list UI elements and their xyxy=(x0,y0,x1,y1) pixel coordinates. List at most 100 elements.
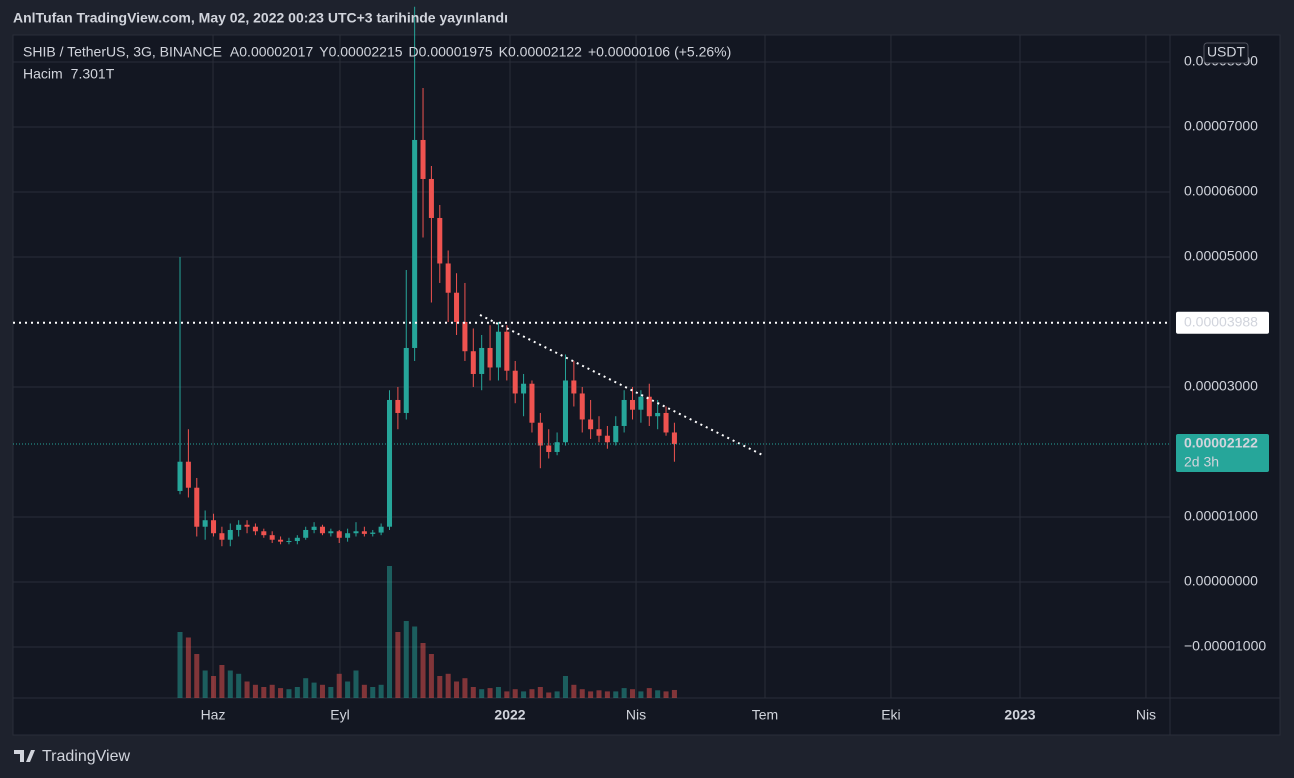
caption: AnlTufan TradingView.com, May 02, 2022 0… xyxy=(13,10,508,26)
hline-label-box xyxy=(1176,311,1269,334)
symbol: SHIB / TetherUS, 3G, BINANCE xyxy=(23,44,222,60)
volume-bar xyxy=(353,670,359,698)
candle-body xyxy=(412,139,418,348)
volume-bar xyxy=(462,678,468,698)
ohlc-value: 0.00002215 xyxy=(329,44,403,60)
x-tick-label: Eki xyxy=(881,707,900,723)
volume-bar xyxy=(361,684,367,698)
candle-body xyxy=(462,321,468,352)
volume-bar xyxy=(328,687,334,698)
candle-body xyxy=(445,263,451,293)
candle-body xyxy=(236,524,242,530)
candle-body xyxy=(185,461,191,488)
y-tick-label: 0.00000000 xyxy=(1184,573,1258,589)
y-tick-label: 0.00003000 xyxy=(1184,378,1258,394)
volume-bar xyxy=(211,676,217,698)
candle-body xyxy=(546,445,552,452)
volume-bar xyxy=(663,691,669,698)
y-tick-label: 0.00006000 xyxy=(1184,183,1258,199)
volume-bar xyxy=(386,566,393,698)
candle-body xyxy=(529,383,535,423)
volume-bar xyxy=(437,676,443,698)
candle-body xyxy=(244,524,250,527)
volume-bar xyxy=(529,689,535,698)
candle-body xyxy=(261,531,267,536)
candle-body xyxy=(345,533,351,538)
volume-bar xyxy=(294,687,300,698)
candle-body xyxy=(202,520,208,527)
candle-body xyxy=(571,380,577,394)
volume-bar xyxy=(420,643,426,698)
candle-body xyxy=(512,370,518,394)
volume-bar xyxy=(588,691,594,698)
candle-body xyxy=(604,435,610,443)
volume-bar xyxy=(638,691,644,698)
volume-bar xyxy=(571,684,577,698)
chart-panel xyxy=(12,34,1281,736)
candle-body xyxy=(521,383,527,394)
candle-body xyxy=(194,487,200,527)
volume-bar xyxy=(185,637,191,698)
candle-body xyxy=(395,399,401,413)
candle-body xyxy=(420,139,426,179)
candle-body xyxy=(311,526,317,530)
ohlc-value: 0.00001975 xyxy=(419,44,493,60)
candle-body xyxy=(278,539,284,542)
x-tick-label: 2022 xyxy=(494,707,525,723)
volume-bar xyxy=(278,688,284,698)
y-tick-label: 0.00005000 xyxy=(1184,248,1258,264)
candle-body xyxy=(353,531,359,534)
volume-bar xyxy=(512,689,518,698)
candle-body xyxy=(227,529,233,540)
current-price-label: 0.00002122 xyxy=(1184,435,1258,451)
volume-bar xyxy=(428,654,434,698)
candle-body xyxy=(579,393,585,420)
candle-body xyxy=(487,347,493,368)
brand: TradingView xyxy=(42,748,130,765)
volume-bar xyxy=(521,691,527,698)
candle-body xyxy=(378,526,384,533)
candle-body xyxy=(177,461,183,491)
volume-bar xyxy=(202,670,208,698)
currency-box xyxy=(1203,42,1249,64)
candle-body xyxy=(269,535,275,540)
volume-bar xyxy=(454,681,460,698)
volume-bar xyxy=(303,678,309,698)
y-tick-label: 0.00001000 xyxy=(1184,508,1258,524)
candle-body xyxy=(428,178,434,218)
trend-line xyxy=(479,314,763,456)
ohlc-value: 0.00002017 xyxy=(239,44,313,60)
x-tick-label: 2023 xyxy=(1004,707,1035,723)
overlay: 0.00003988 0.00002122 2d 3h USDT SHIB / Teth… xyxy=(13,42,1269,473)
volume-bar xyxy=(487,688,493,698)
volume-bar xyxy=(244,681,250,698)
volume-value: 7.301T xyxy=(71,66,115,82)
volume-bar xyxy=(227,670,233,698)
volume-bar xyxy=(319,684,325,698)
volume-bar xyxy=(655,690,661,698)
volume-bar xyxy=(621,688,627,698)
volume-bar xyxy=(370,687,376,698)
volume-bar xyxy=(596,690,602,698)
candle-body xyxy=(303,529,309,538)
volume-bar xyxy=(479,689,485,698)
brand-logo: TradingView xyxy=(14,748,130,765)
volume-bar xyxy=(604,691,610,698)
candle-body xyxy=(479,347,485,374)
volume-bar xyxy=(470,687,476,698)
change: +0.00000106 xyxy=(588,44,670,60)
candle-body xyxy=(454,292,460,322)
volume-bar xyxy=(613,691,619,698)
volume-bar xyxy=(345,681,351,698)
candle-body xyxy=(638,396,644,410)
volume-bar xyxy=(546,692,552,698)
volume-bar xyxy=(495,687,501,698)
y-tick-label: 0.00007000 xyxy=(1184,118,1258,134)
current-price-box xyxy=(1176,434,1269,473)
x-tick-label: Nis xyxy=(626,707,646,723)
volume-bar xyxy=(562,676,568,698)
volume-bar xyxy=(252,684,258,698)
candle-body xyxy=(319,526,325,534)
candle-body xyxy=(252,526,258,532)
y-tick-label: −0.00001000 xyxy=(1184,638,1266,654)
